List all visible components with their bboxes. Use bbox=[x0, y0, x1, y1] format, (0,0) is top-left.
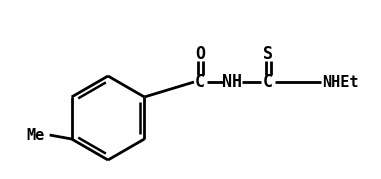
Text: NHEt: NHEt bbox=[322, 74, 358, 90]
Text: C: C bbox=[263, 73, 273, 91]
Text: Me: Me bbox=[27, 127, 45, 142]
Text: C: C bbox=[195, 73, 205, 91]
Text: S: S bbox=[263, 45, 273, 63]
Text: O: O bbox=[195, 45, 205, 63]
Text: NH: NH bbox=[222, 73, 242, 91]
